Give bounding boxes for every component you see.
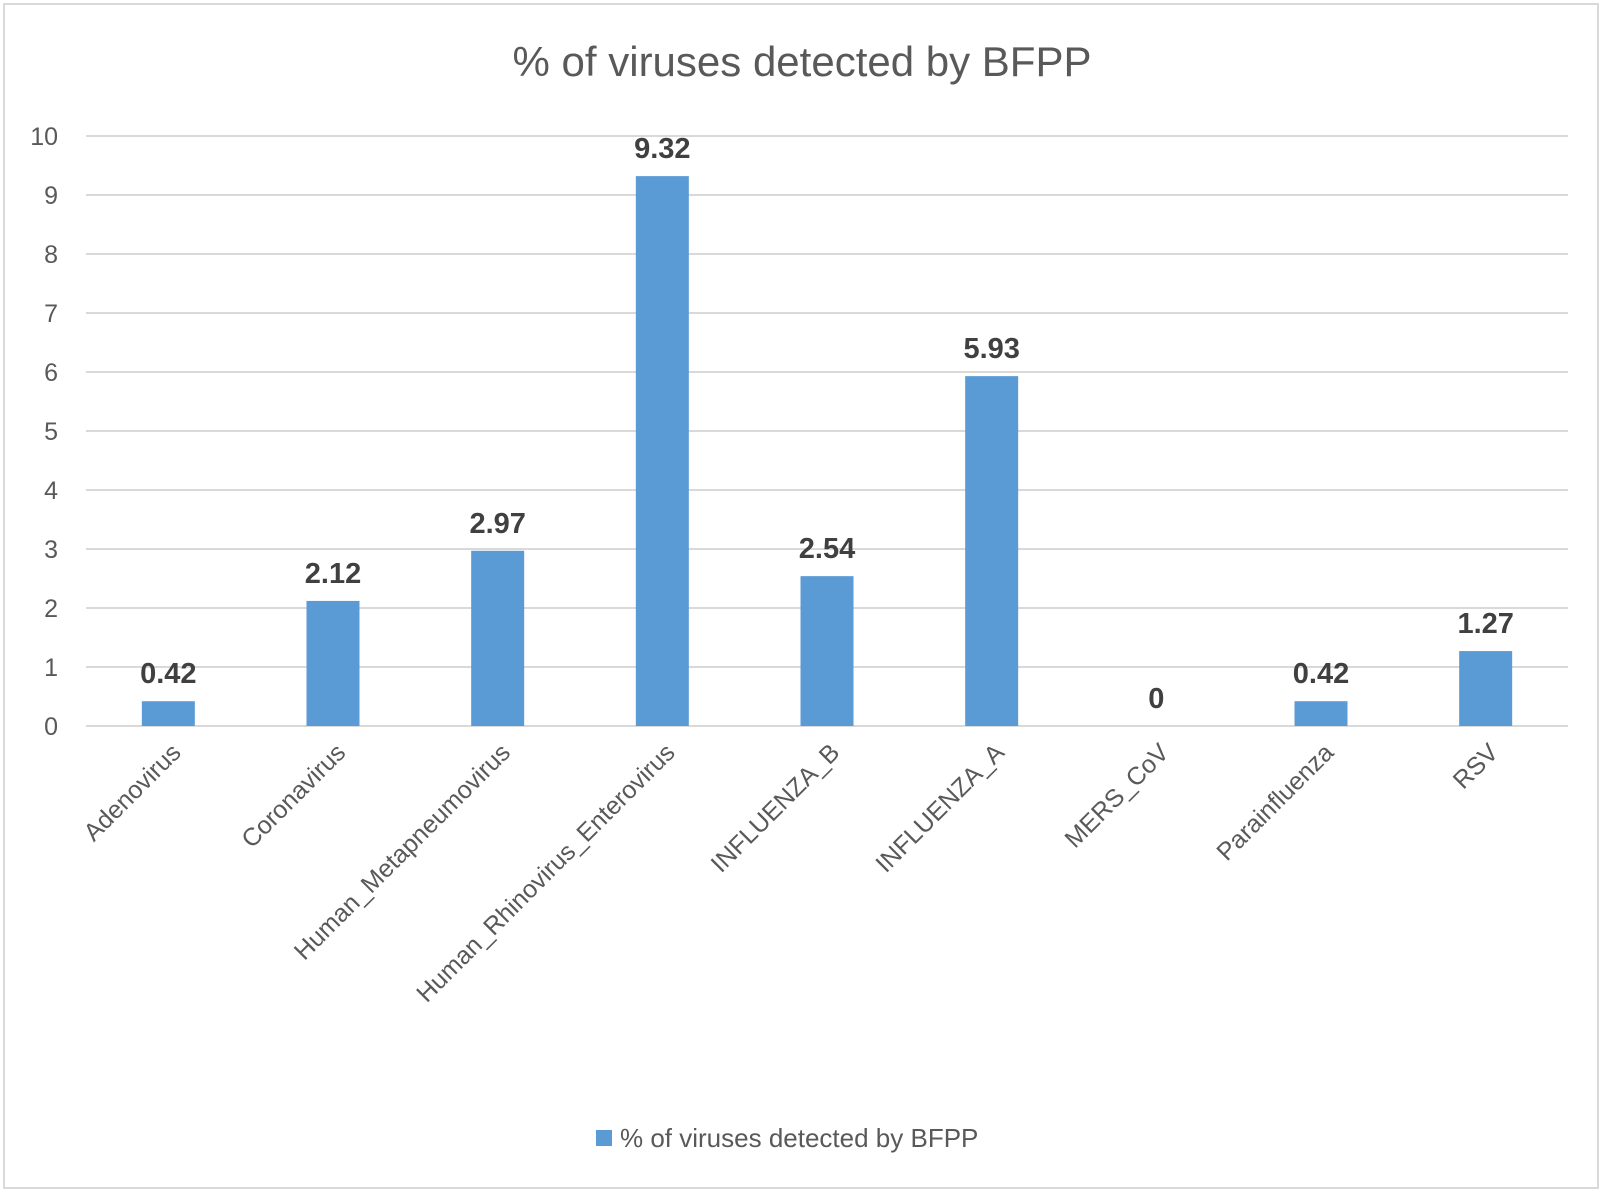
data-labels: 0.42 2.12 2.97 9.32 2.54 5.93 0 0.42 1.27 bbox=[140, 133, 1514, 715]
data-label: 9.32 bbox=[634, 133, 690, 165]
legend-label: % of viruses detected by BFPP bbox=[620, 1123, 978, 1153]
bar-influenza-a bbox=[965, 376, 1019, 726]
y-tick-label: 4 bbox=[44, 477, 58, 505]
x-category-label: Coronavirus bbox=[236, 738, 351, 853]
data-label: 0 bbox=[1148, 683, 1164, 715]
y-tick-label: 3 bbox=[44, 536, 58, 564]
data-label: 0.42 bbox=[140, 658, 196, 690]
data-label: 5.93 bbox=[963, 333, 1019, 365]
data-label: 2.54 bbox=[799, 533, 855, 565]
y-tick-label: 1 bbox=[44, 654, 58, 682]
bar-rsv bbox=[1459, 651, 1513, 726]
x-category-label: INFLUENZA_B bbox=[706, 738, 846, 878]
bar-influenza-b bbox=[800, 576, 854, 726]
bars bbox=[141, 176, 1513, 726]
x-category-label: Parainfluenza bbox=[1211, 738, 1339, 866]
y-tick-label: 0 bbox=[44, 713, 58, 741]
y-tick-label: 9 bbox=[44, 182, 58, 210]
x-category-label: Human_Rhinovirus_Enterovirus bbox=[411, 738, 680, 1007]
legend: % of viruses detected by BFPP bbox=[596, 1123, 978, 1153]
chart-title: % of viruses detected by BFPP bbox=[513, 38, 1092, 85]
bar-adenovirus bbox=[141, 701, 195, 726]
y-axis-ticks: 0 1 2 3 4 5 6 7 8 9 10 bbox=[30, 123, 58, 741]
y-tick-label: 8 bbox=[44, 241, 58, 269]
data-label: 2.12 bbox=[305, 558, 361, 590]
bar-human-rhinovirus-enterovirus bbox=[635, 176, 689, 726]
x-category-label: Adenovirus bbox=[78, 738, 186, 846]
bar-parainfluenza bbox=[1294, 701, 1348, 726]
y-tick-label: 5 bbox=[44, 418, 58, 446]
bar-human-metapneumovirus bbox=[471, 550, 525, 726]
data-label: 2.97 bbox=[469, 508, 525, 540]
data-label: 0.42 bbox=[1293, 658, 1349, 690]
y-tick-label: 2 bbox=[44, 595, 58, 623]
y-tick-label: 10 bbox=[30, 123, 58, 151]
x-category-label: RSV bbox=[1448, 738, 1504, 794]
y-tick-label: 6 bbox=[44, 359, 58, 387]
x-axis-categories: Adenovirus CoronavirusHuman_Metapneumovir… bbox=[78, 738, 1504, 1008]
data-label: 1.27 bbox=[1457, 608, 1513, 640]
x-category-label: INFLUENZA_A bbox=[870, 738, 1010, 878]
y-tick-label: 7 bbox=[44, 300, 58, 328]
legend-swatch bbox=[596, 1130, 612, 1146]
x-category-label: MERS_CoV bbox=[1059, 738, 1174, 853]
bar-coronavirus bbox=[306, 600, 360, 726]
